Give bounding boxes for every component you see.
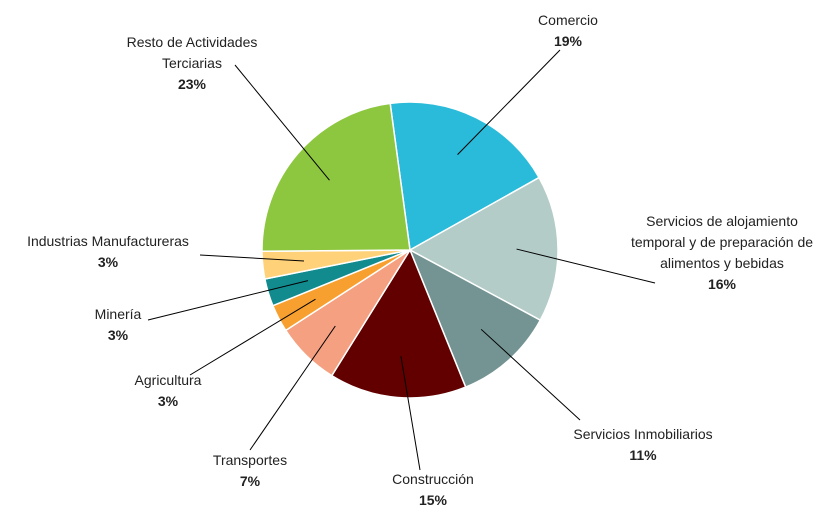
slice-label: Servicios Inmobiliarios 11% (548, 424, 738, 466)
category-label: Agricultura (134, 372, 202, 388)
value-label: 15% (418, 492, 448, 508)
slice-label: Transportes 7% (195, 450, 305, 492)
category-label: Resto de Actividades Terciarias (126, 34, 258, 71)
value-label: 11% (629, 447, 657, 463)
category-label: Comercio (538, 12, 598, 28)
slice-label: Servicios de alojamiento temporal y de p… (622, 211, 817, 295)
value-label: 7% (239, 473, 261, 489)
pie-slice (408, 176, 559, 322)
pie-slice (408, 248, 542, 389)
leader-line (199, 254, 305, 262)
leader-line (400, 356, 421, 471)
slice-label: Resto de Actividades Terciarias 23% (107, 32, 277, 95)
leader-line (480, 328, 581, 421)
slice-label: Industrias Manufactureras 3% (8, 231, 208, 273)
pie-slice (330, 248, 467, 399)
leader-line (234, 64, 330, 181)
leader-line (189, 298, 316, 376)
category-label: Minería (94, 306, 142, 322)
value-label: 3% (97, 254, 119, 270)
value-label: 16% (707, 276, 737, 292)
category-label: Industrias Manufactureras (27, 233, 189, 249)
slice-label: Minería 3% (73, 304, 163, 346)
value-label: 19% (553, 33, 583, 49)
value-label: 3% (157, 393, 179, 409)
pie-slice (389, 101, 541, 252)
value-label: 3% (107, 327, 129, 343)
slice-label: Agricultura 3% (113, 370, 223, 412)
leader-line (516, 248, 656, 284)
category-label: Construcción (392, 471, 474, 487)
value-label: 23% (177, 76, 207, 92)
pie-slice (261, 102, 411, 253)
category-label: Servicios Inmobiliarios (573, 426, 713, 442)
leader-line (457, 49, 561, 155)
slice-label: Construcción 15% (373, 469, 493, 511)
leader-line (147, 280, 309, 321)
category-label: Servicios de alojamiento temporal y de p… (630, 213, 814, 271)
slice-label: Comercio 19% (508, 10, 628, 52)
category-label: Transportes (212, 452, 288, 468)
leader-line (249, 325, 336, 451)
